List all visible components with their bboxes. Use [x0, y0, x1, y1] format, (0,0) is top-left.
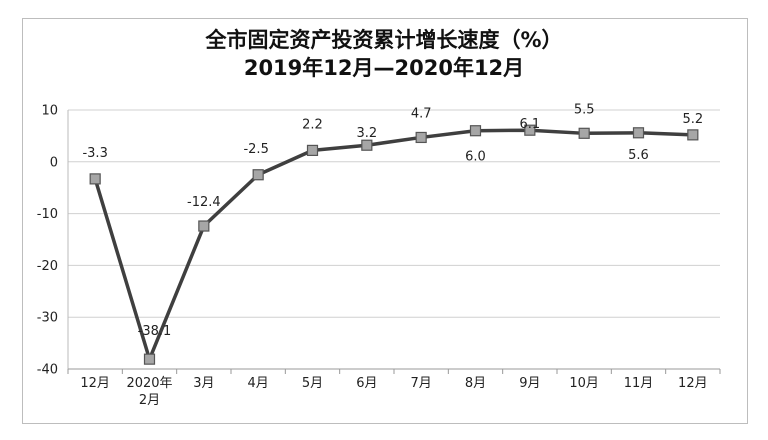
data-point: [687, 129, 699, 141]
data-label: 5.2: [682, 112, 703, 127]
series-line: [93, 128, 693, 361]
x-tick-label: 3月: [193, 376, 214, 391]
data-label: 6.0: [465, 150, 486, 165]
data-label: 5.5: [574, 102, 595, 117]
data-point: [89, 173, 101, 185]
data-label: 4.7: [411, 106, 432, 121]
x-tick-label: 8月: [465, 376, 486, 391]
y-tick-label: 0: [50, 155, 58, 170]
x-tick-label: 6月: [356, 376, 377, 391]
x-tick-label: 11月: [624, 376, 654, 391]
x-tick-label: 2020年 2月: [126, 376, 172, 408]
x-tick-label: 5月: [302, 376, 323, 391]
x-tick-label: 12月: [80, 376, 110, 391]
data-label: 5.6: [628, 148, 649, 163]
data-point: [198, 220, 210, 232]
data-point: [578, 127, 590, 139]
data-label: 6.1: [519, 117, 540, 132]
x-tick-label: 12月: [678, 376, 708, 391]
data-label: 2.2: [302, 117, 323, 132]
data-label: 3.2: [356, 126, 377, 141]
x-tick-label: 10月: [569, 376, 599, 391]
data-label: -2.5: [243, 142, 268, 157]
data-label: -3.3: [82, 146, 107, 161]
data-point: [306, 144, 319, 157]
x-tick-label: 9月: [519, 376, 540, 391]
data-label: -12.4: [187, 195, 221, 210]
data-point: [632, 127, 645, 139]
data-point: [469, 125, 482, 137]
y-tick-label: -10: [37, 207, 58, 222]
chart-title-line1: 全市固定资产投资累计增长速度（%）: [205, 28, 563, 52]
x-tick-label: 4月: [248, 376, 269, 391]
y-tick-label: -30: [37, 311, 58, 326]
chart-title-line2: 2019年12月—2020年12月: [243, 56, 525, 80]
data-point: [143, 353, 156, 365]
y-tick-label: -20: [37, 259, 58, 274]
data-point: [415, 131, 427, 144]
y-tick-label: 10: [41, 104, 58, 119]
data-point: [524, 124, 536, 136]
data-point: [361, 139, 373, 151]
data-point: [252, 169, 264, 181]
data-label: -38.1: [138, 324, 172, 339]
chart-frame: [22, 18, 748, 424]
x-tick-label: 7月: [411, 376, 432, 391]
chart-title: 全市固定资产投资累计增长速度（%） 2019年12月—2020年12月: [0, 26, 768, 82]
y-tick-label: -40: [37, 363, 58, 378]
